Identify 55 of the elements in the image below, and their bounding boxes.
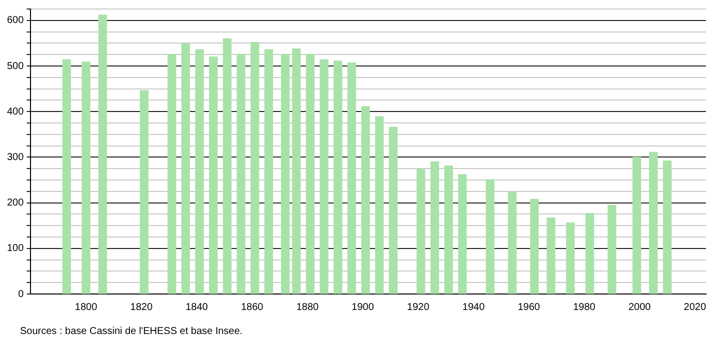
bar [209, 56, 218, 294]
bar [566, 222, 575, 294]
bar [361, 106, 370, 294]
x-tick-label: 1880 [296, 302, 320, 313]
x-tick-label: 1940 [462, 302, 486, 313]
x-tick-label: 1860 [240, 302, 264, 313]
bar [280, 54, 290, 294]
y-tick-label: 400 [6, 106, 24, 118]
bar [347, 62, 356, 294]
bar [416, 168, 426, 294]
bar [320, 59, 328, 294]
bar [98, 14, 107, 294]
bar [486, 179, 494, 294]
bar [632, 156, 642, 294]
x-tick-label: 2020 [684, 302, 706, 313]
bar [222, 38, 232, 294]
x-tick-label: 1980 [573, 302, 596, 313]
bar [168, 54, 176, 294]
x-tick-label: 1920 [407, 302, 430, 313]
bar [250, 42, 260, 294]
bar [508, 192, 517, 294]
y-tick-label: 0 [18, 288, 24, 300]
bar [195, 49, 204, 294]
x-tick-label: 1800 [74, 302, 98, 313]
bar [430, 161, 440, 294]
y-tick-label: 600 [6, 15, 24, 26]
bar [585, 212, 594, 294]
bar [264, 49, 274, 294]
x-tick-label: 1900 [352, 302, 374, 313]
y-tick-label: 100 [6, 243, 24, 254]
bar [236, 54, 246, 294]
bar [62, 59, 71, 294]
bar [649, 152, 658, 294]
x-tick-label: 1820 [130, 302, 153, 313]
bar [375, 116, 384, 294]
bar [334, 60, 342, 294]
x-tick-label: 1960 [518, 302, 540, 313]
bar [444, 166, 453, 294]
x-tick-label: 2000 [628, 302, 652, 313]
bar [140, 90, 148, 294]
bar [458, 174, 467, 294]
y-tick-label: 500 [6, 60, 24, 72]
bar [388, 126, 398, 294]
bar [546, 218, 556, 294]
y-tick-label: 200 [6, 198, 24, 209]
bar [608, 204, 616, 294]
x-tick-label: 1840 [186, 302, 208, 313]
y-tick-label: 300 [6, 152, 24, 163]
source-note: Sources : base Cassini de l'EHESS et base Insee. [20, 326, 243, 337]
bar [306, 54, 315, 294]
bar [662, 160, 672, 294]
bar [530, 198, 539, 294]
bar [82, 62, 90, 294]
bar [292, 48, 301, 294]
bar [181, 43, 190, 294]
